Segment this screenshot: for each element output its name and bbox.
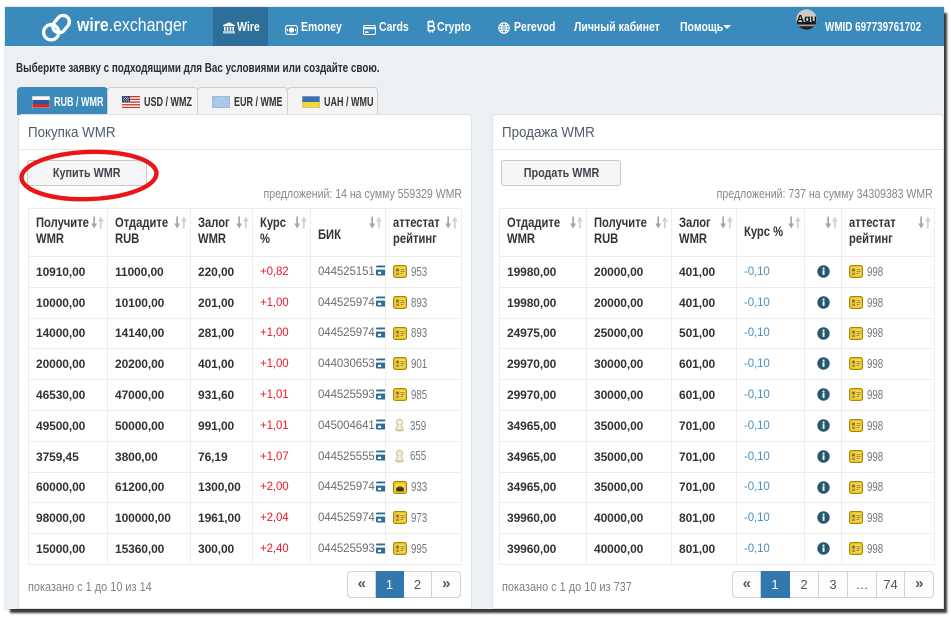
svg-text:Agu: Agu [797,13,817,25]
